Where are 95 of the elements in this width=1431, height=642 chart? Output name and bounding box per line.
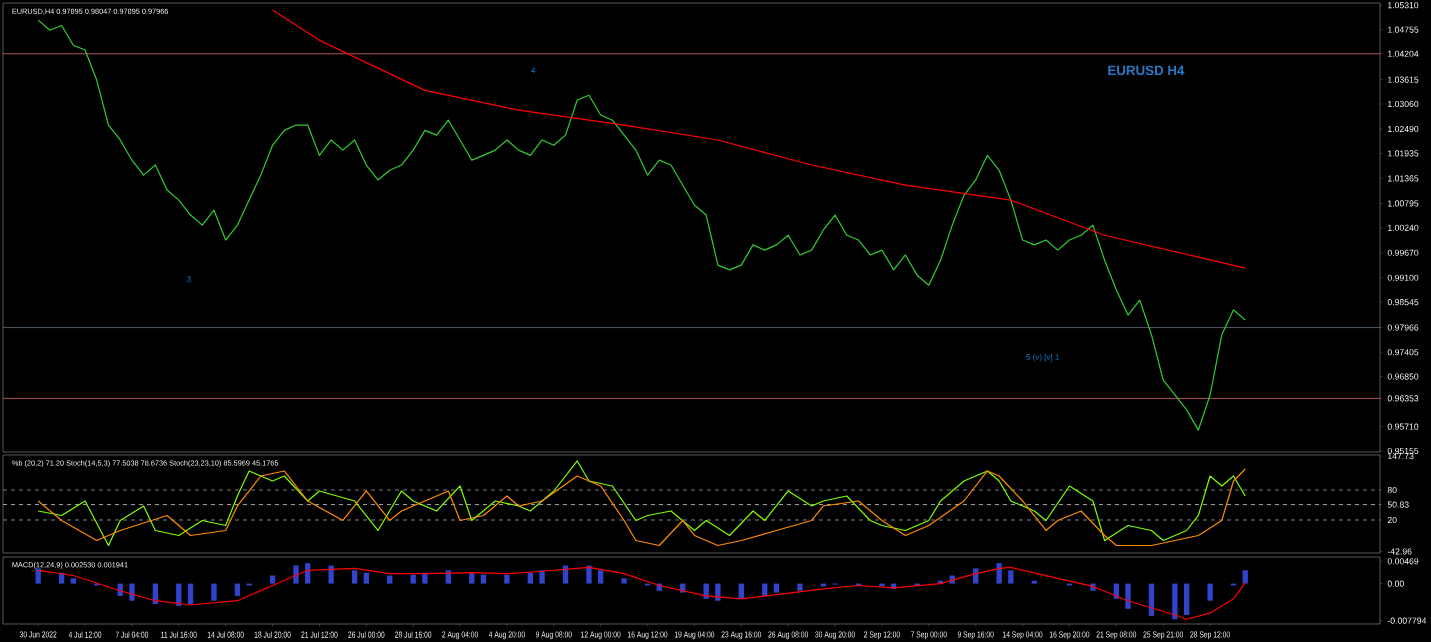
y-tick-label: 0.95710 — [1387, 423, 1419, 430]
bar — [35, 568, 41, 584]
bar — [586, 565, 592, 584]
bar — [1008, 570, 1014, 584]
bar — [422, 572, 428, 584]
x-tick-label: 23 Aug 16:00 — [721, 631, 762, 640]
x-tick-label: 30 Aug 20:00 — [815, 631, 855, 640]
x-tick-label: 21 Sep 08:00 — [1096, 631, 1137, 640]
bar — [1031, 580, 1037, 584]
bar — [269, 575, 276, 584]
bar — [996, 563, 1002, 584]
bar — [187, 583, 194, 605]
y-tick-label: 0.97966 — [1387, 324, 1419, 331]
x-tick-label: 26 Aug 08:00 — [768, 631, 809, 640]
y-tick-label: 0.99100 — [1387, 274, 1419, 281]
bar — [703, 583, 709, 599]
x-tick-label: 7 Sep 00:00 — [910, 631, 947, 640]
bar — [1183, 583, 1190, 615]
x-tick-label: 28 Jul 16:00 — [395, 631, 432, 638]
x-tick-label: 28 Sep 12:00 — [1190, 631, 1230, 640]
bar — [539, 570, 545, 584]
bar — [621, 578, 627, 584]
y-tick-label: 0.00 — [1387, 580, 1404, 587]
y-tick-label: 1.01935 — [1388, 150, 1419, 157]
x-tick-label: 14 Sep 04:00 — [1002, 631, 1043, 640]
bar — [305, 563, 311, 584]
bar — [715, 583, 721, 601]
line-series — [37, 19, 1246, 431]
x-tick-label: 14 Jul 08:00 — [207, 631, 244, 638]
x-tick-label: 16 Aug 12:00 — [627, 631, 668, 640]
x-tick-label: 4 Aug 20:00 — [488, 631, 525, 640]
bar — [363, 572, 369, 584]
y-tick-label: 1.00240 — [1388, 224, 1419, 231]
x-tick-label: 30 Jun 2022 — [19, 631, 57, 638]
y-tick-label: -42.96 — [1387, 548, 1412, 555]
y-tick-label: 1.00795 — [1388, 200, 1419, 207]
x-tick-label: 26 Jul 00:00 — [348, 631, 385, 638]
y-tick-label: 20 — [1387, 516, 1397, 524]
y-tick-label: 0.98545 — [1387, 299, 1419, 306]
x-tick-label: 7 Jul 04:00 — [115, 631, 149, 638]
bar — [234, 583, 241, 596]
bar — [1207, 583, 1213, 601]
x-tick-label: 16 Sep 20:00 — [1049, 631, 1090, 640]
line-series — [271, 9, 1246, 269]
y-tick-label: 0.96353 — [1387, 395, 1419, 402]
bar — [387, 575, 393, 584]
x-tick-label: 9 Sep 16:00 — [957, 631, 994, 640]
x-tick-label: 25 Sep 21:00 — [1143, 631, 1184, 640]
y-tick-label: 1.02490 — [1388, 125, 1419, 133]
bar — [293, 565, 299, 584]
y-tick-label: 50.83 — [1387, 501, 1409, 508]
bar — [797, 583, 803, 591]
y-tick-label: 1.04755 — [1388, 26, 1419, 33]
x-tick-label: 2 Aug 04:00 — [442, 631, 479, 640]
y-tick-label: 1.03615 — [1388, 76, 1419, 83]
bar — [527, 572, 534, 584]
y-tick-label: 1.05310 — [1388, 2, 1419, 9]
y-tick-label: 0.95155 — [1387, 447, 1419, 455]
bar — [1242, 570, 1248, 584]
x-tick-label: 2 Sep 12:00 — [864, 631, 900, 640]
bar — [973, 568, 979, 584]
bar — [1172, 583, 1178, 620]
x-tick-label: 18 Jul 20:00 — [254, 631, 291, 638]
y-tick-label: 0.97405 — [1387, 349, 1419, 356]
x-tick-label: 4 Jul 12:00 — [68, 631, 102, 638]
y-tick-label: 80 — [1387, 486, 1397, 494]
text: EURUSD H4 — [1108, 65, 1185, 76]
bar — [480, 574, 487, 584]
y-tick-label: 0.00469 — [1387, 558, 1419, 565]
annotation: 3 — [186, 276, 191, 283]
bar — [410, 574, 416, 584]
y-tick-label: 1.01365 — [1388, 175, 1419, 182]
bar — [129, 583, 135, 601]
y-tick-label: -0.007794 — [1387, 617, 1427, 624]
y-tick-label: 1.04204 — [1388, 50, 1419, 57]
x-tick-label: 12 Aug 00:00 — [581, 631, 621, 640]
bar — [351, 570, 358, 584]
y-tick-label: 0.96850 — [1387, 373, 1419, 380]
bar — [211, 583, 217, 601]
x-tick-label: 9 Aug 08:00 — [535, 631, 572, 640]
bar — [504, 574, 510, 584]
x-tick-label: 11 Jul 16:00 — [161, 631, 197, 638]
bar — [1125, 583, 1131, 609]
bar — [328, 565, 334, 584]
y-tick-label: 1.03060 — [1388, 100, 1419, 108]
bar — [70, 578, 76, 584]
bar — [469, 572, 475, 584]
x-tick-label: 21 Jul 12:00 — [301, 631, 338, 638]
bar — [773, 583, 780, 593]
annotation: 4 — [531, 67, 536, 74]
y-tick-label: 147.73 — [1388, 453, 1414, 460]
bar — [598, 570, 604, 584]
x-tick-label: 19 Aug 04:00 — [674, 631, 715, 640]
y-tick-label: 0.99670 — [1387, 249, 1419, 256]
annotation: 5 (v) [v] 1 — [1026, 354, 1059, 362]
